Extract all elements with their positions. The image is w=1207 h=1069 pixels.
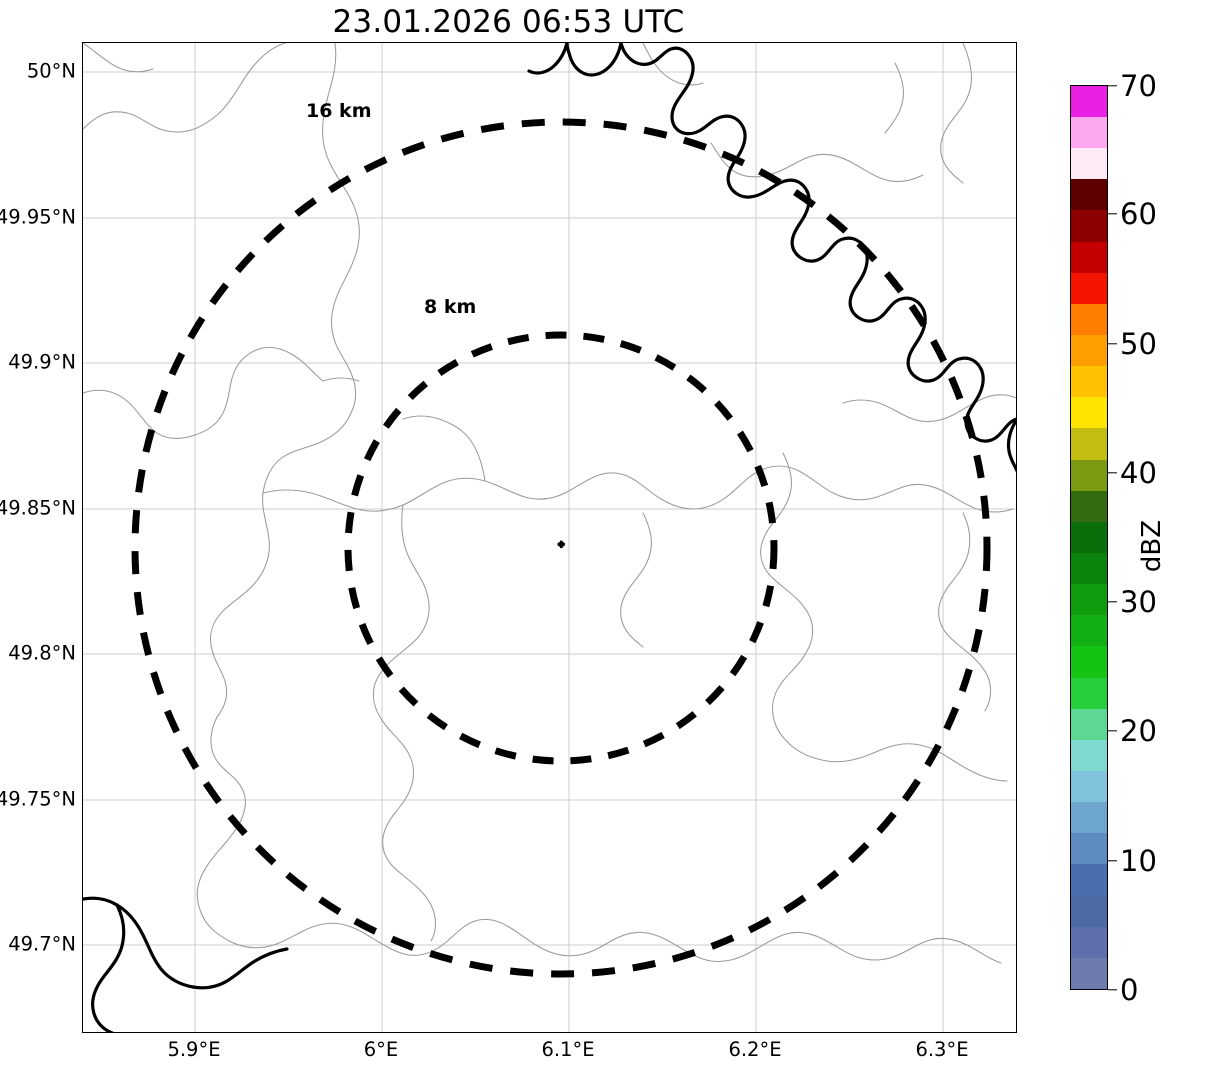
colorbar-band xyxy=(1071,864,1107,896)
colorbar-band xyxy=(1071,739,1107,772)
colorbar-band xyxy=(1071,708,1107,740)
ytick-label: 49.9°N xyxy=(8,350,76,374)
national-border xyxy=(83,43,1016,1032)
colorbar-band xyxy=(1071,335,1107,367)
colorbar-axis-label: dBZ xyxy=(1137,519,1167,573)
colorbar-tickmark xyxy=(1108,343,1117,345)
colorbar-band xyxy=(1071,521,1107,554)
colorbar-band xyxy=(1071,957,1107,989)
xtick-label: 6.3°E xyxy=(915,1038,969,1061)
range-ring-16km xyxy=(131,118,991,978)
xtick-label: 6.1°E xyxy=(541,1038,595,1061)
colorbar-band xyxy=(1071,459,1107,491)
colorbar-band xyxy=(1071,895,1107,927)
colorbar-band xyxy=(1071,490,1107,522)
ytick-label: 49.95°N xyxy=(0,205,76,229)
colorbar-tickmark xyxy=(1108,989,1117,991)
colorbar-band xyxy=(1071,148,1107,180)
colorbar-band xyxy=(1071,802,1107,834)
gridlines xyxy=(83,43,1016,1032)
ytick-label: 49.85°N xyxy=(0,496,76,520)
colorbar-ticklabel: 70 xyxy=(1120,69,1157,103)
colorbar-band xyxy=(1071,615,1107,647)
colorbar-ticklabel: 60 xyxy=(1120,197,1157,231)
xtick-label: 5.9°E xyxy=(167,1038,221,1061)
colorbar-band xyxy=(1071,833,1107,865)
colorbar-band xyxy=(1071,210,1107,242)
colorbar-ticklabel: 40 xyxy=(1120,456,1157,490)
ytick-label: 50°N xyxy=(26,59,76,83)
map-axes[interactable] xyxy=(82,42,1017,1033)
colorbar-tickmark xyxy=(1108,730,1117,732)
colorbar-ticklabel: 20 xyxy=(1120,714,1157,748)
colorbar-band xyxy=(1071,303,1107,336)
colorbar-ticklabel: 0 xyxy=(1120,973,1139,1007)
colorbar-band xyxy=(1071,86,1107,118)
xtick-label: 6°E xyxy=(363,1038,399,1061)
plus-marker xyxy=(557,540,565,549)
colorbar-band xyxy=(1071,677,1107,709)
y-axis-ticklabels: 50°N 49.95°N 49.9°N 49.85°N 49.8°N 49.75… xyxy=(0,0,76,1069)
colorbar-band xyxy=(1071,179,1107,211)
colorbar-band xyxy=(1071,241,1107,273)
colorbar-band xyxy=(1071,272,1107,304)
colorbar-ticklabel: 50 xyxy=(1120,327,1157,361)
range-ring-label-16km: 16 km xyxy=(306,100,372,122)
colorbar-tickmark xyxy=(1108,472,1117,474)
ytick-label: 49.7°N xyxy=(8,932,76,956)
colorbar-tickmark xyxy=(1108,85,1117,87)
colorbar-ticklabel: 30 xyxy=(1120,585,1157,619)
colorbar-tickmark xyxy=(1108,601,1117,603)
colorbar-band xyxy=(1071,117,1107,149)
ytick-label: 49.8°N xyxy=(8,641,76,665)
page-title: 23.01.2026 06:53 UTC xyxy=(332,4,685,40)
colorbar-gradient[interactable] xyxy=(1070,85,1108,990)
colorbar-ticklabel: 10 xyxy=(1120,844,1157,878)
ytick-label: 49.75°N xyxy=(0,787,76,811)
colorbar-tickmark xyxy=(1108,860,1117,862)
colorbar-band xyxy=(1071,428,1107,460)
colorbar-band xyxy=(1071,366,1107,398)
range-ring-label-8km: 8 km xyxy=(424,296,477,318)
colorbar-band xyxy=(1071,553,1107,585)
colorbar-band xyxy=(1071,584,1107,616)
map-canvas xyxy=(83,43,1016,1032)
colorbar-tickmark xyxy=(1108,213,1117,215)
colorbar-band xyxy=(1071,646,1107,678)
colorbar-band xyxy=(1071,397,1107,429)
colorbar[interactable] xyxy=(1070,85,1108,990)
xtick-label: 6.2°E xyxy=(728,1038,782,1061)
colorbar-band xyxy=(1071,926,1107,958)
range-ring-8km xyxy=(344,331,778,765)
colorbar-band xyxy=(1071,771,1107,803)
admin-boundaries xyxy=(83,43,1016,964)
